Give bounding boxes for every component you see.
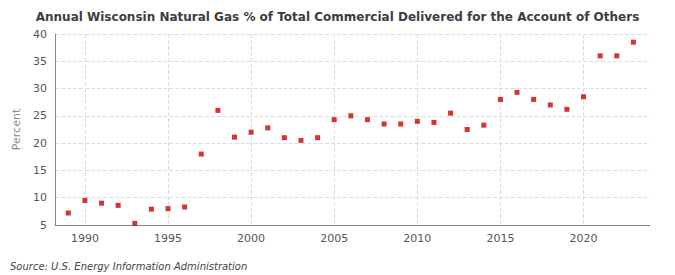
svg-text:Annual Wisconsin Natural Gas %: Annual Wisconsin Natural Gas % of Total … xyxy=(36,10,640,24)
svg-text:1995: 1995 xyxy=(154,232,182,245)
svg-text:1990: 1990 xyxy=(71,232,99,245)
svg-text:5: 5 xyxy=(40,219,47,232)
svg-text:2015: 2015 xyxy=(486,232,514,245)
svg-text:Percent: Percent xyxy=(10,108,23,150)
svg-text:2005: 2005 xyxy=(320,232,348,245)
svg-text:40: 40 xyxy=(33,28,47,41)
svg-text:15: 15 xyxy=(33,164,47,177)
svg-text:35: 35 xyxy=(33,55,47,68)
svg-text:2000: 2000 xyxy=(237,232,265,245)
svg-text:10: 10 xyxy=(33,191,47,204)
svg-text:2010: 2010 xyxy=(403,232,431,245)
svg-text:2020: 2020 xyxy=(570,232,598,245)
svg-text:30: 30 xyxy=(33,82,47,95)
svg-text:25: 25 xyxy=(33,109,47,122)
svg-text:20: 20 xyxy=(33,137,47,150)
svg-text:Source: U.S. Energy Informatio: Source: U.S. Energy Information Administ… xyxy=(10,261,247,272)
